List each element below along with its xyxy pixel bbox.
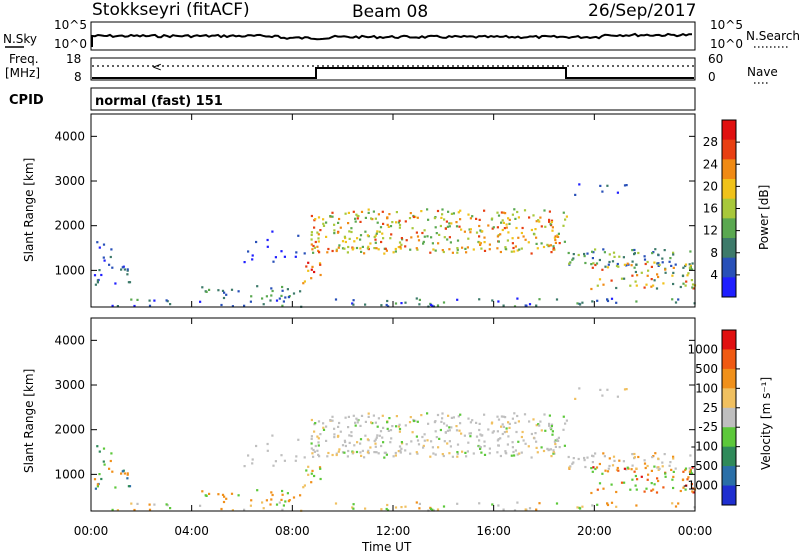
colorbar-swatch — [722, 159, 736, 180]
colorbar-swatch — [722, 466, 736, 487]
y-tick-label: 3000 — [54, 378, 85, 392]
freq-line — [92, 67, 694, 79]
noise-tick-left-bottom: 10^0 — [54, 37, 87, 51]
freq-label-line2: [MHz] — [5, 66, 40, 80]
colorbar-tick-label: 25 — [703, 401, 718, 415]
colorbar-swatch — [722, 257, 736, 278]
noise-panel: N.Sky 10^5 10^0 10^5 10^0 N.Search — [3, 18, 800, 51]
colorbar-swatch — [722, 407, 736, 428]
power-colorbar: 28 24 20 16 12 8 4 — [703, 119, 740, 298]
y-tick-label: 2000 — [54, 423, 85, 437]
velocity-colorbar: 1000 500 100 25 -25 -100 -500 -1000 — [683, 329, 740, 506]
nsearch-label: N.Search — [746, 29, 800, 43]
noise-tick-right-bottom: 10^0 — [710, 37, 743, 51]
nave-label: Nave — [747, 65, 778, 79]
colorbar-tick-label: 8 — [710, 246, 718, 260]
y-tick-label: 1000 — [54, 263, 85, 277]
colorbar-tick-label: 1000 — [687, 342, 718, 356]
y-tick-label: 3000 — [54, 174, 85, 188]
colorbar-tick-label: 28 — [703, 135, 718, 149]
nave-tick-bottom: 0 — [708, 70, 716, 84]
x-tick-label: 04:00 — [174, 524, 209, 538]
cpid-panel: CPID normal (fast) 151 — [9, 87, 696, 111]
colorbar-swatch — [722, 218, 736, 239]
colorbar-swatch — [722, 349, 736, 370]
x-tick-label: 08:00 — [275, 524, 310, 538]
colorbar-tick-label: 4 — [710, 268, 718, 282]
colorbar-swatch — [722, 388, 736, 409]
colorbar-tick-label: 100 — [695, 381, 718, 395]
colorbar-swatch — [722, 330, 736, 350]
colorbar-tick-label: -100 — [691, 440, 718, 454]
y-tick-label: 2000 — [54, 219, 85, 233]
beam-title: Beam 08 — [352, 2, 428, 22]
date-title: 26/Sep/2017 — [588, 1, 696, 21]
y-tick-label: 4000 — [54, 333, 85, 347]
colorbar-swatch — [722, 427, 736, 448]
velocity-ylabel: Slant Range [km] — [22, 369, 36, 473]
velocity-panel: 4000 3000 2000 1000 Slant Range [km] 00:00 0… — [22, 317, 773, 554]
x-tick-label: 20:00 — [577, 524, 612, 538]
freq-label-line1: Freq. — [9, 52, 39, 66]
colorbar-tick-label: -25 — [698, 420, 718, 434]
colorbar-tick-label: 16 — [703, 202, 718, 216]
colorbar-tick-label: 500 — [695, 362, 718, 376]
colorbar-tick-label: 24 — [703, 157, 718, 171]
colorbar-swatch — [722, 179, 736, 200]
velocity-heatmap — [93, 387, 697, 512]
colorbar-tick-label: -500 — [691, 459, 718, 473]
power-colorbar-label: Power [dB] — [757, 185, 771, 250]
colorbar-swatch — [722, 277, 736, 298]
y-tick-label: 4000 — [54, 129, 85, 143]
cpid-text: normal (fast) 151 — [95, 94, 223, 109]
nsky-line — [91, 32, 693, 47]
x-tick-label: 16:00 — [476, 524, 511, 538]
freq-tick-bottom: 8 — [74, 70, 82, 84]
velocity-xlabel: Time UT — [361, 540, 412, 554]
nsky-label: N.Sky — [3, 32, 37, 46]
colorbar-tick-label: 12 — [703, 224, 718, 238]
station-title: Stokkseyri (fitACF) — [92, 0, 250, 20]
power-heatmap — [93, 183, 697, 308]
noise-tick-left-top: 10^5 — [54, 18, 87, 32]
velocity-colorbar-label: Velocity [m s⁻¹] — [759, 377, 773, 470]
colorbar-swatch — [722, 120, 736, 141]
cpid-label: CPID — [9, 93, 44, 108]
nave-tick-top: 60 — [708, 52, 723, 66]
power-panel: 4000 3000 2000 1000 Slant Range [km] 28 24 20… — [22, 113, 771, 308]
freq-tick-top: 18 — [66, 52, 81, 66]
freq-marker: < — [152, 60, 162, 74]
freq-panel: Freq. [MHz] 18 8 60 0 Nave < — [5, 52, 778, 84]
colorbar-swatch — [722, 238, 736, 259]
noise-tick-right-top: 10^5 — [710, 18, 743, 32]
colorbar-swatch — [722, 198, 736, 219]
y-tick-label: 1000 — [54, 467, 85, 481]
colorbar-swatch — [722, 368, 736, 389]
colorbar-tick-label: -1000 — [683, 479, 718, 493]
colorbar-swatch — [722, 485, 736, 506]
x-tick-label: 00:00 — [74, 524, 109, 538]
colorbar-swatch — [722, 446, 736, 467]
colorbar-tick-label: 20 — [703, 179, 718, 193]
x-tick-label: 00:00 — [678, 524, 713, 538]
x-tick-label: 12:00 — [376, 524, 411, 538]
power-ylabel: Slant Range [km] — [22, 158, 36, 262]
colorbar-swatch — [722, 139, 736, 160]
